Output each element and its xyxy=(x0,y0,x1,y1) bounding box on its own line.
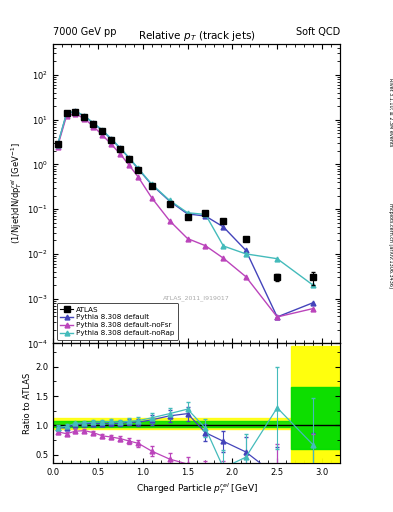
Text: Soft QCD: Soft QCD xyxy=(296,27,340,37)
Bar xyxy=(291,387,340,449)
Y-axis label: Ratio to ATLAS: Ratio to ATLAS xyxy=(23,373,32,434)
Legend: ATLAS, Pythia 8.308 default, Pythia 8.308 default-noFsr, Pythia 8.308 default-no: ATLAS, Pythia 8.308 default, Pythia 8.30… xyxy=(57,303,178,340)
Bar xyxy=(53,418,340,430)
Bar xyxy=(291,346,340,463)
Bar xyxy=(53,421,340,427)
Text: Rivet 3.1.10; ≥ 2.3M events: Rivet 3.1.10; ≥ 2.3M events xyxy=(388,78,393,147)
Title: Relative $p_{T}$ (track jets): Relative $p_{T}$ (track jets) xyxy=(138,29,255,44)
Text: mcplots.cern.ch [arXiv:1306.3436]: mcplots.cern.ch [arXiv:1306.3436] xyxy=(388,203,393,288)
Y-axis label: (1/Njet)dN/dp$_T^{rel}$ [GeV$^{-1}$]: (1/Njet)dN/dp$_T^{rel}$ [GeV$^{-1}$] xyxy=(9,143,24,244)
X-axis label: Charged Particle $p_{T}^{rel}$ [GeV]: Charged Particle $p_{T}^{rel}$ [GeV] xyxy=(136,481,257,496)
Text: 7000 GeV pp: 7000 GeV pp xyxy=(53,27,117,37)
Text: ATLAS_2011_I919017: ATLAS_2011_I919017 xyxy=(163,295,230,301)
